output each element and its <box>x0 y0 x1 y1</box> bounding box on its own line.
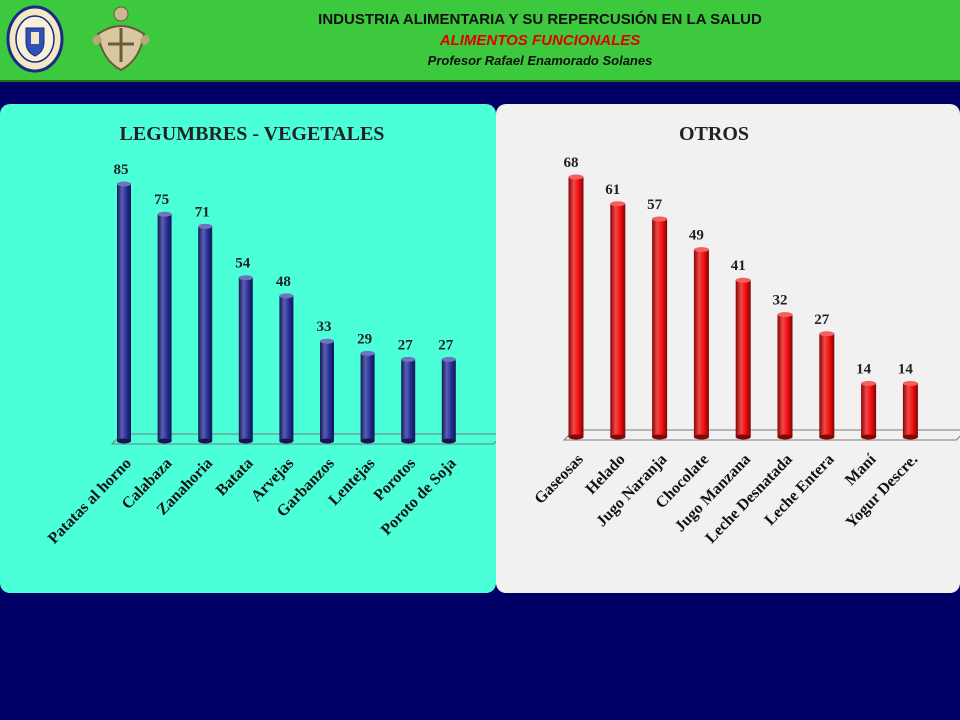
header-professor: Profesor Rafael Enamorado Solanes <box>427 53 653 68</box>
chart-title: OTROS <box>679 123 749 145</box>
value-label: 27 <box>438 337 454 353</box>
value-label: 85 <box>114 162 129 178</box>
crest-icon <box>92 6 150 72</box>
bar-otros-5 <box>777 312 793 440</box>
bar-legumbres-vegetales-3 <box>238 275 253 444</box>
value-label: 75 <box>154 192 169 208</box>
bar-legumbres-vegetales-4 <box>279 293 294 444</box>
bar-legumbres-vegetales-1 <box>157 211 172 444</box>
value-label: 68 <box>564 155 579 171</box>
value-label: 57 <box>647 197 663 213</box>
value-label: 49 <box>689 228 704 244</box>
university-seal-icon <box>6 5 64 73</box>
value-label: 54 <box>235 256 251 272</box>
value-label: 27 <box>814 312 830 328</box>
bar-otros-4 <box>735 277 751 440</box>
bar-legumbres-vegetales-7 <box>401 356 416 444</box>
bar-legumbres-vegetales-5 <box>320 338 334 444</box>
value-label: 33 <box>317 319 332 335</box>
value-label: 61 <box>605 182 620 198</box>
bar-otros-8 <box>902 380 918 440</box>
bar-legumbres-vegetales-0 <box>117 181 131 444</box>
value-label: 71 <box>195 204 210 220</box>
bar-legumbres-vegetales-8 <box>441 356 456 444</box>
chart-panel-legumbres: LEGUMBRES - VEGETALES 85 Patatas al horno 7… <box>0 104 496 593</box>
chart-panel-otros: OTROS 68 Gaseosas 61 Helado 57 Jugo Naranja 49 C… <box>496 104 960 593</box>
value-label: 27 <box>398 337 414 353</box>
bar-otros-6 <box>819 331 835 440</box>
value-label: 41 <box>731 258 746 274</box>
bar-otros-3 <box>693 247 709 440</box>
bar-otros-7 <box>861 380 877 440</box>
category-label: Maní <box>842 451 880 489</box>
bar-legumbres-vegetales-6 <box>360 350 375 444</box>
value-label: 32 <box>773 293 788 309</box>
header-banner: INDUSTRIA ALIMENTARIA Y SU REPERCUSIÓN E… <box>0 0 960 82</box>
value-label: 48 <box>276 274 291 290</box>
value-label: 14 <box>898 361 914 377</box>
bar-otros-2 <box>652 216 668 440</box>
header-subtitle: ALIMENTOS FUNCIONALES <box>439 32 641 49</box>
bar-legumbres-vegetales-2 <box>198 223 213 444</box>
chart-title: LEGUMBRES - VEGETALES <box>120 123 385 145</box>
category-label: Poroto de Soja <box>378 455 460 539</box>
bar-otros-1 <box>610 201 626 440</box>
header-title: INDUSTRIA ALIMENTARIA Y SU REPERCUSIÓN E… <box>318 11 762 28</box>
category-label: Gaseosas <box>531 451 586 508</box>
value-label: 29 <box>357 331 372 347</box>
value-label: 14 <box>856 361 872 377</box>
bar-otros-0 <box>568 174 584 440</box>
